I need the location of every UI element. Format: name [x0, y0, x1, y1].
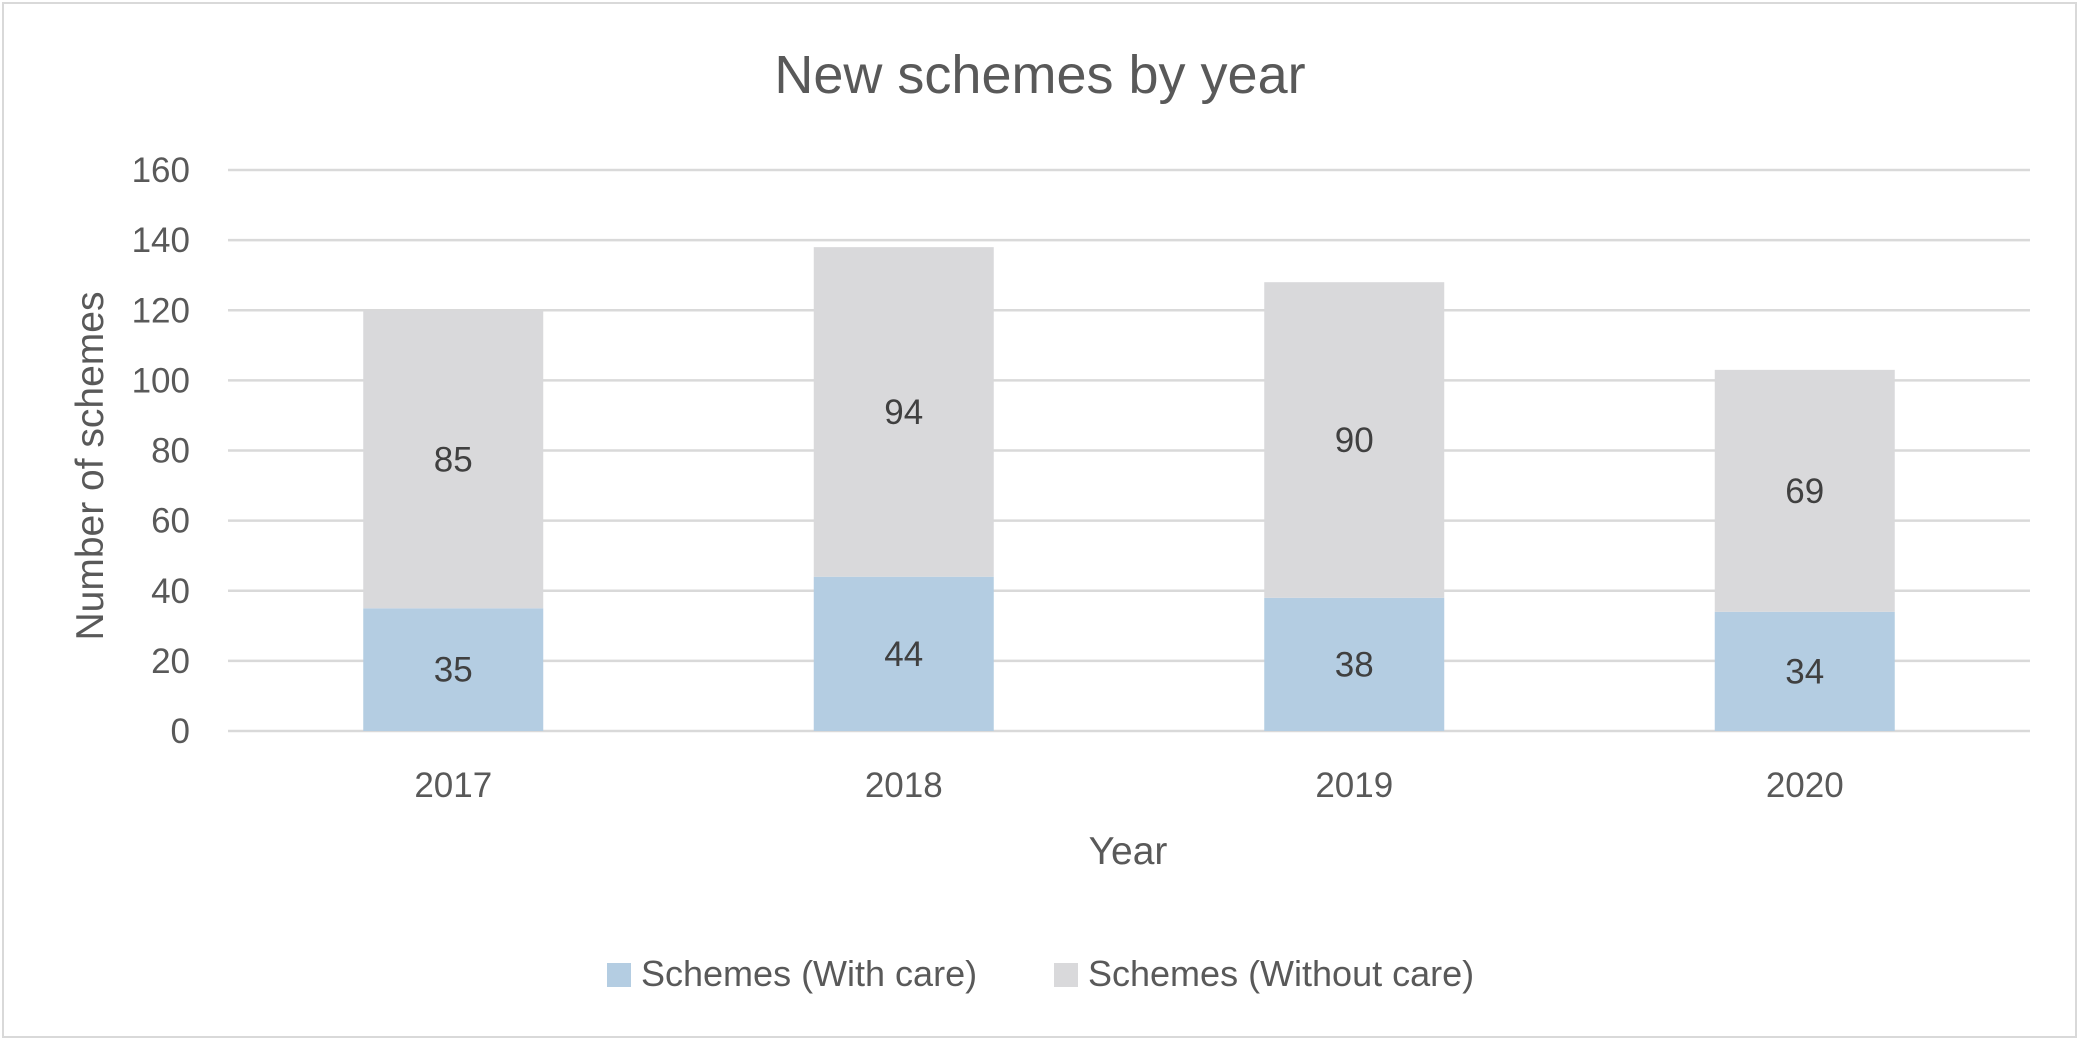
legend-swatch [607, 963, 631, 987]
y-tick-label: 60 [151, 502, 190, 541]
y-tick-label: 80 [151, 432, 190, 471]
bar-2020-series-1 [1714, 611, 1895, 731]
x-tick-label: 2020 [1766, 766, 1844, 805]
y-tick-label: 0 [171, 712, 190, 751]
bar-2017-series-1 [363, 608, 544, 731]
bar-2017-series-2 [363, 310, 544, 609]
data-label: 90 [1335, 421, 1374, 460]
bar-2020-series-2 [1714, 369, 1895, 612]
y-tick-label: 160 [132, 151, 190, 190]
y-axis-title: Number of schemes [69, 292, 112, 641]
y-tick-label: 20 [151, 642, 190, 681]
x-tick-label: 2018 [865, 766, 943, 805]
x-axis-title: Year [1089, 830, 1168, 873]
legend-swatch [1054, 963, 1078, 987]
legend-label: Schemes (Without care) [1088, 953, 1474, 994]
bar-2019-series-1 [1264, 597, 1445, 731]
x-tick-label: 2019 [1315, 766, 1393, 805]
legend: Schemes (With care) Schemes (Without care… [607, 953, 1474, 994]
data-label: 69 [1785, 472, 1824, 511]
data-label: 38 [1335, 645, 1374, 684]
x-tick-label: 2017 [414, 766, 492, 805]
y-axis-ticks: 0 20 40 60 80 100 120 140 160 [132, 151, 190, 751]
bar-2019-series-2 [1264, 282, 1445, 598]
x-axis-ticks: 2017 2018 2019 2020 [414, 766, 1843, 805]
data-label: 44 [884, 635, 923, 674]
y-tick-label: 100 [132, 361, 190, 400]
data-label: 94 [884, 393, 923, 432]
data-label: 85 [434, 440, 473, 479]
y-tick-label: 120 [132, 291, 190, 330]
bars: 35 85 44 94 38 90 34 69 [363, 247, 1895, 731]
y-tick-label: 140 [132, 221, 190, 260]
chart-title: New schemes by year [774, 45, 1305, 105]
bar-2018-series-2 [813, 247, 994, 577]
data-label: 34 [1785, 652, 1824, 691]
data-label: 35 [434, 651, 473, 690]
y-tick-label: 40 [151, 572, 190, 611]
legend-label: Schemes (With care) [641, 953, 977, 994]
bar-2018-series-1 [813, 576, 994, 731]
